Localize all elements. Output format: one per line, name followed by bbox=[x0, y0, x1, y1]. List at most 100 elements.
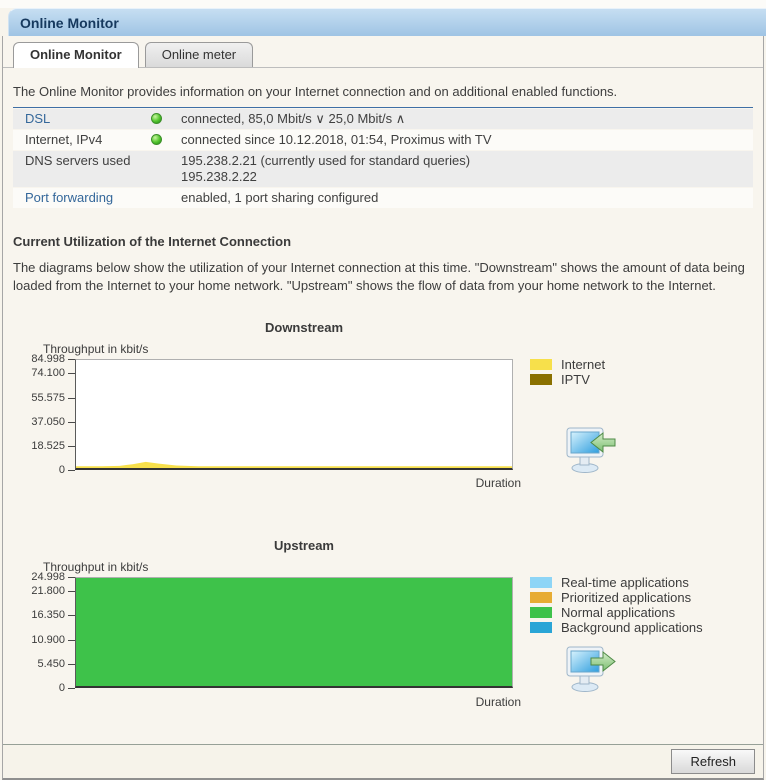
table-row: Internet, IPv4 connected since 10.12.201… bbox=[13, 130, 753, 150]
window-header: Online Monitor bbox=[8, 8, 766, 36]
y-tick-mark bbox=[68, 470, 75, 472]
y-tick-label: 5.450 bbox=[37, 657, 65, 670]
legend-item: Internet bbox=[530, 357, 616, 373]
legend-swatch bbox=[530, 577, 552, 589]
green-led-icon bbox=[151, 134, 162, 145]
y-tick-label: 74.100 bbox=[31, 367, 65, 380]
y-tick-label: 24.998 bbox=[31, 571, 65, 584]
downstream-chart: Downstream Throughput in kbit/s 84.998 74… bbox=[13, 320, 753, 490]
chart-title: Downstream bbox=[264, 320, 344, 336]
y-tick-mark bbox=[68, 688, 75, 690]
table-row: Port forwarding enabled, 1 port sharing … bbox=[13, 188, 753, 208]
page-top-strip bbox=[0, 0, 766, 8]
row-label: Internet, IPv4 bbox=[25, 132, 103, 147]
chart-series bbox=[76, 461, 512, 469]
legend-column: Internet IPTV bbox=[530, 357, 616, 474]
chart-series bbox=[76, 578, 512, 687]
tab-online-meter[interactable]: Online meter bbox=[144, 42, 254, 67]
dns-server-2: 195.238.2.22 bbox=[181, 169, 257, 184]
led-cell bbox=[151, 111, 181, 124]
intro-text: The Online Monitor provides information … bbox=[13, 84, 618, 99]
chart-plot-area bbox=[75, 359, 513, 471]
y-tick-mark bbox=[68, 445, 75, 447]
refresh-button[interactable]: Refresh bbox=[671, 749, 755, 774]
content-area: The Online Monitor provides information … bbox=[3, 68, 763, 744]
footer-bar: Refresh bbox=[3, 744, 763, 778]
legend-label: Prioritized applications bbox=[561, 590, 692, 606]
y-tick-mark bbox=[68, 373, 75, 375]
green-led-icon bbox=[151, 113, 162, 124]
x-axis-label: Duration bbox=[475, 695, 521, 710]
chart-title: Upstream bbox=[274, 538, 334, 554]
dns-server-1: 195.238.2.21 (currently used for standar… bbox=[181, 153, 471, 168]
tab-online-monitor[interactable]: Online Monitor bbox=[13, 42, 139, 68]
page-title: Online Monitor bbox=[20, 14, 119, 31]
led-cell bbox=[151, 132, 181, 145]
led-cell bbox=[151, 190, 181, 192]
x-axis-label: Duration bbox=[475, 476, 521, 491]
table-row: DNS servers used 195.238.2.21 (currently… bbox=[13, 151, 753, 187]
legend-label: Real-time applications bbox=[561, 575, 689, 591]
legend-swatch bbox=[530, 607, 552, 619]
y-tick-label: 55.575 bbox=[31, 391, 65, 404]
chart-legend: Real-time applications Prioritized applic… bbox=[530, 575, 703, 636]
legend-item: Background applications bbox=[530, 620, 703, 636]
upstream-chart: Upstream Throughput in kbit/s 24.998 21.8… bbox=[13, 538, 753, 709]
tab-bar: Online Monitor Online meter bbox=[3, 36, 763, 68]
row-value: connected, 85,0 Mbit/s ∨ 25,0 Mbit/s ∧ bbox=[181, 111, 406, 126]
section-description: The diagrams below show the utilization … bbox=[13, 260, 745, 293]
legend-item: Real-time applications bbox=[530, 575, 703, 591]
legend-label: Normal applications bbox=[561, 605, 676, 621]
upload-icon bbox=[566, 646, 616, 693]
legend-item: Normal applications bbox=[530, 605, 703, 621]
download-icon bbox=[566, 427, 616, 474]
legend-swatch bbox=[530, 374, 552, 386]
row-label: Port forwarding bbox=[13, 190, 151, 206]
legend-label: IPTV bbox=[561, 372, 590, 388]
tab-label: Online meter bbox=[161, 47, 237, 62]
row-value: 195.238.2.21 (currently used for standar… bbox=[181, 153, 753, 185]
row-value: enabled, 1 port sharing configured bbox=[181, 190, 379, 205]
blue-divider bbox=[13, 107, 753, 108]
y-tick-label: 10.900 bbox=[31, 633, 65, 646]
y-tick-label: 21.800 bbox=[31, 585, 65, 598]
legend-column: Real-time applications Prioritized applic… bbox=[530, 575, 703, 693]
legend-label: Background applications bbox=[561, 620, 703, 636]
y-tick-mark bbox=[68, 359, 75, 361]
y-tick-label: 18.525 bbox=[31, 439, 65, 452]
y-tick-mark bbox=[68, 639, 75, 641]
port-forwarding-link[interactable]: Port forwarding bbox=[25, 190, 114, 205]
y-tick-label: 37.050 bbox=[31, 415, 65, 428]
y-axis-label: Throughput in kbit/s bbox=[43, 560, 149, 575]
led-cell bbox=[151, 153, 181, 155]
section-heading: Current Utilization of the Internet Conn… bbox=[13, 234, 292, 249]
y-tick-mark bbox=[68, 615, 75, 617]
chart-legend: Internet IPTV bbox=[530, 357, 616, 388]
main-panel: Online Monitor Online meter The Online M… bbox=[2, 36, 764, 780]
chart-plot-area bbox=[75, 577, 513, 689]
legend-swatch bbox=[530, 359, 552, 371]
y-tick-mark bbox=[68, 591, 75, 593]
y-tick-mark bbox=[68, 577, 75, 579]
status-table: DSL connected, 85,0 Mbit/s ∨ 25,0 Mbit/s… bbox=[13, 109, 753, 208]
tab-label: Online Monitor bbox=[30, 47, 122, 62]
y-axis-label: Throughput in kbit/s bbox=[43, 342, 149, 357]
legend-swatch bbox=[530, 622, 552, 634]
legend-item: Prioritized applications bbox=[530, 590, 703, 606]
legend-swatch bbox=[530, 592, 552, 604]
y-tick-label: 16.350 bbox=[31, 609, 65, 622]
y-tick-mark bbox=[68, 397, 75, 399]
row-label: DNS servers used bbox=[25, 153, 131, 168]
row-label: DSL bbox=[13, 111, 151, 127]
y-axis: 84.998 74.100 55.575 37.050 18.525 0 bbox=[13, 353, 75, 476]
legend-item: IPTV bbox=[530, 372, 616, 388]
y-axis: 24.998 21.800 16.350 10.900 5.450 0 bbox=[13, 571, 75, 694]
y-tick-mark bbox=[68, 421, 75, 423]
y-tick-label: 84.998 bbox=[31, 353, 65, 366]
legend-label: Internet bbox=[561, 357, 606, 373]
dsl-link[interactable]: DSL bbox=[25, 111, 51, 126]
y-tick-label: 0 bbox=[58, 464, 65, 477]
y-tick-mark bbox=[68, 663, 75, 665]
table-row: DSL connected, 85,0 Mbit/s ∨ 25,0 Mbit/s… bbox=[13, 109, 753, 129]
y-tick-label: 0 bbox=[58, 682, 65, 695]
